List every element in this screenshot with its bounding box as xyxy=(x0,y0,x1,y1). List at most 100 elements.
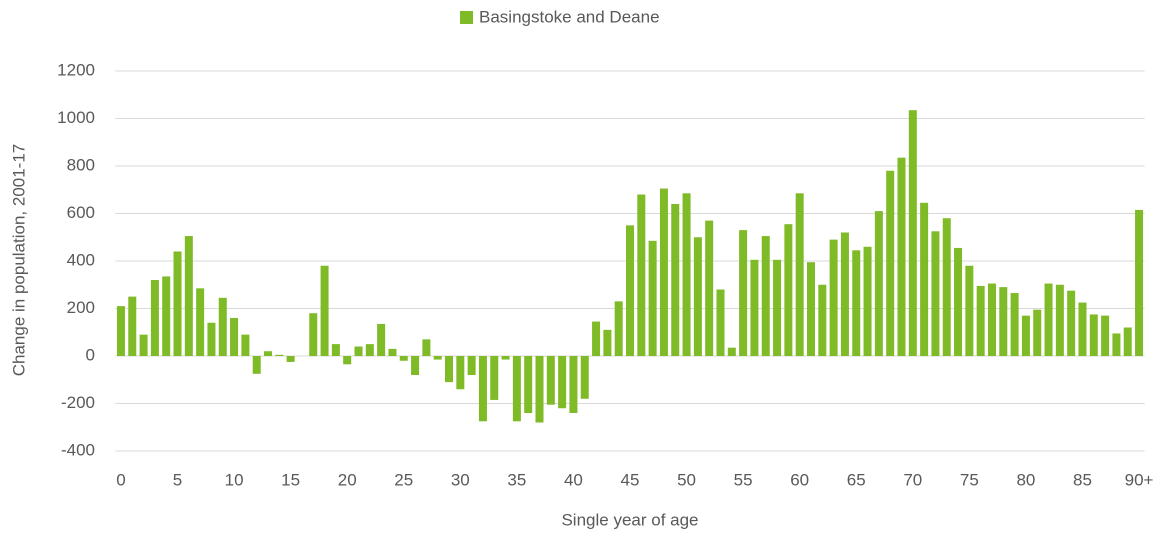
bar xyxy=(987,283,996,356)
bar xyxy=(592,321,601,356)
y-tick-label: 0 xyxy=(86,345,95,364)
bar xyxy=(739,230,748,356)
bar xyxy=(626,225,634,356)
bar xyxy=(207,322,216,356)
bar xyxy=(976,285,985,356)
bar xyxy=(897,157,906,356)
x-tick-label: 5 xyxy=(173,470,182,489)
bar xyxy=(818,284,827,356)
y-tick-label: -200 xyxy=(61,393,95,412)
bar xyxy=(512,356,521,422)
bar xyxy=(241,334,250,356)
bar xyxy=(388,348,397,356)
x-tick-label: 80 xyxy=(1016,470,1035,489)
bar xyxy=(1067,290,1076,356)
bar xyxy=(1021,315,1030,356)
bar xyxy=(116,306,125,356)
x-tick-label: 15 xyxy=(281,470,300,489)
bar xyxy=(580,356,589,399)
bar xyxy=(648,240,657,356)
bar xyxy=(671,204,680,356)
y-tick-label: 600 xyxy=(67,203,95,222)
x-tick-label: 30 xyxy=(451,470,470,489)
bar xyxy=(1078,302,1087,356)
bar xyxy=(840,232,849,356)
bar xyxy=(399,356,408,361)
bar xyxy=(1135,209,1144,356)
bar xyxy=(275,354,284,356)
bar xyxy=(784,224,793,356)
x-tick-label: 85 xyxy=(1073,470,1092,489)
bar xyxy=(230,318,239,356)
bar xyxy=(546,356,555,405)
bar xyxy=(1055,284,1064,356)
x-tick-label: 70 xyxy=(903,470,922,489)
bar xyxy=(422,339,431,356)
bar xyxy=(863,246,872,356)
bar xyxy=(659,188,668,356)
bar xyxy=(150,280,159,356)
x-tick-label: 20 xyxy=(338,470,357,489)
bar xyxy=(795,193,804,356)
bar xyxy=(433,356,442,360)
bar xyxy=(139,334,148,356)
bar xyxy=(931,231,940,356)
bar xyxy=(1044,283,1053,356)
bar xyxy=(954,247,963,356)
bar xyxy=(1033,309,1042,356)
bar xyxy=(716,289,725,356)
bar xyxy=(569,356,578,413)
bar xyxy=(196,288,205,356)
bar xyxy=(501,356,510,360)
bar xyxy=(603,329,612,356)
bar xyxy=(1089,314,1098,356)
bar xyxy=(467,356,476,375)
bar xyxy=(535,356,544,423)
x-tick-label: 65 xyxy=(847,470,866,489)
bar xyxy=(456,356,465,390)
bar xyxy=(682,193,691,356)
bar xyxy=(761,236,770,356)
y-tick-label: 1200 xyxy=(57,60,95,79)
bar xyxy=(1123,327,1132,356)
bar xyxy=(614,301,623,356)
bar xyxy=(558,356,567,409)
bar xyxy=(128,296,137,356)
x-tick-label: 25 xyxy=(394,470,413,489)
bar xyxy=(218,297,227,356)
bar xyxy=(1010,293,1019,356)
bar xyxy=(1112,333,1121,356)
bar xyxy=(331,344,340,356)
bar xyxy=(773,259,782,356)
bar xyxy=(806,262,815,356)
bar xyxy=(874,211,883,356)
bar xyxy=(309,313,318,356)
y-axis-title: Change in population, 2001-17 xyxy=(9,144,28,377)
bar xyxy=(445,356,454,383)
bar xyxy=(965,265,974,356)
bar xyxy=(252,356,261,374)
bar xyxy=(886,170,895,356)
bar xyxy=(637,194,646,356)
y-tick-label: 800 xyxy=(67,155,95,174)
bar xyxy=(354,346,363,356)
bar xyxy=(829,239,838,356)
x-tick-label: 55 xyxy=(734,470,753,489)
y-tick-label: 200 xyxy=(67,298,95,317)
bar xyxy=(705,220,714,356)
bar xyxy=(908,110,917,356)
bar xyxy=(162,276,171,356)
x-tick-label: 0 xyxy=(116,470,125,489)
y-tick-label: 400 xyxy=(67,250,95,269)
bar xyxy=(173,251,182,356)
legend-swatch xyxy=(460,11,473,24)
bar xyxy=(184,236,193,356)
bar xyxy=(920,202,929,356)
bar xyxy=(999,287,1008,356)
x-tick-label: 40 xyxy=(564,470,583,489)
bar xyxy=(1101,315,1110,356)
bar xyxy=(343,356,352,365)
bar xyxy=(286,356,295,362)
bar xyxy=(693,237,702,356)
